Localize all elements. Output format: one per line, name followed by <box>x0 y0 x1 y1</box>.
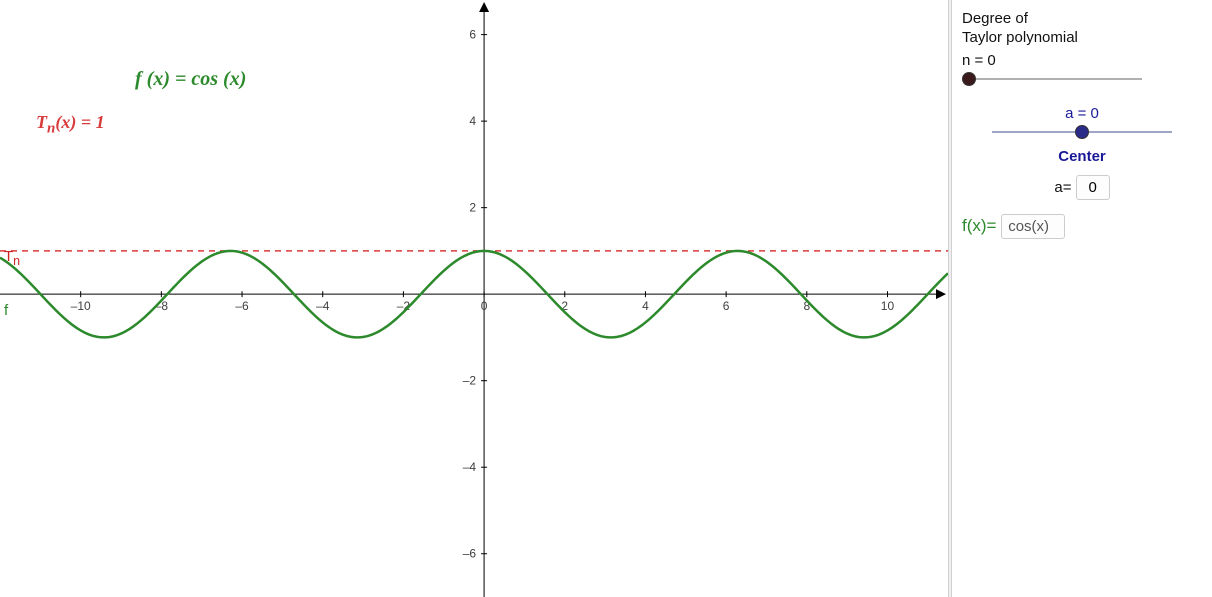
svg-text:–6: –6 <box>463 547 477 561</box>
svg-text:–4: –4 <box>463 460 477 474</box>
a-input[interactable]: 0 <box>1076 175 1110 200</box>
a-slider-label: a = 0 <box>962 105 1202 122</box>
a-slider-thumb[interactable] <box>1075 125 1089 139</box>
center-label: Center <box>962 148 1202 165</box>
svg-text:0: 0 <box>481 299 488 313</box>
fx-input[interactable]: cos(x) <box>1001 214 1065 239</box>
function-formula-label: f (x) = cos (x) <box>135 68 246 91</box>
function-curve-label: f <box>4 302 8 319</box>
n-slider[interactable] <box>962 71 1142 87</box>
n-slider-group: n = 0 <box>962 52 1202 87</box>
svg-text:6: 6 <box>723 299 730 313</box>
fx-input-prefix: f(x)= <box>962 216 996 235</box>
svg-text:–6: –6 <box>235 299 249 313</box>
n-slider-track <box>962 78 1142 80</box>
svg-text:–2: –2 <box>463 374 477 388</box>
taylor-curve-label: Tn <box>4 248 20 268</box>
taylor-formula-label: Tn(x) = 1 <box>36 112 105 138</box>
n-slider-label: n = 0 <box>962 52 1202 69</box>
a-input-row: a= 0 <box>962 175 1202 200</box>
graph-panel[interactable]: –10–8–6–4–20246810–6–4–2246 f (x) = cos … <box>0 0 948 597</box>
svg-text:10: 10 <box>881 299 895 313</box>
n-slider-thumb[interactable] <box>962 72 976 86</box>
degree-title-line2: Taylor polynomial <box>962 29 1202 46</box>
svg-text:4: 4 <box>469 114 476 128</box>
svg-text:6: 6 <box>469 28 476 42</box>
a-input-prefix: a= <box>1054 179 1071 196</box>
degree-title-line1: Degree of <box>962 10 1202 27</box>
svg-text:2: 2 <box>469 201 476 215</box>
svg-text:4: 4 <box>642 299 649 313</box>
side-panel: Degree of Taylor polynomial n = 0 a = 0 … <box>952 0 1212 597</box>
fx-input-row: f(x)= cos(x) <box>962 214 1202 239</box>
a-slider-group: a = 0 Center a= 0 <box>962 105 1202 200</box>
a-slider[interactable] <box>992 124 1172 140</box>
svg-text:–10: –10 <box>71 299 91 313</box>
svg-text:–4: –4 <box>316 299 330 313</box>
